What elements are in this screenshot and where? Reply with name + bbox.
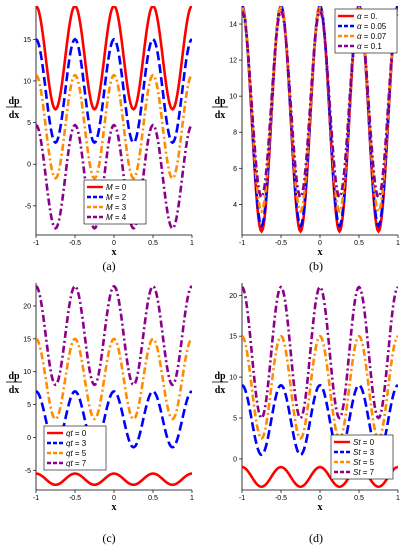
- legend-entry: qt = 3: [66, 439, 87, 448]
- legend-entry: M = 3: [106, 203, 127, 212]
- y-tick-label: 5: [27, 120, 31, 127]
- y-axis-label-denominator: dx: [9, 110, 20, 121]
- panel-label: (c): [102, 531, 115, 545]
- y-tick-label: 15: [23, 37, 31, 44]
- x-tick-label: -0.5: [275, 240, 287, 247]
- series-line: [36, 390, 192, 449]
- x-axis-label: x: [318, 502, 323, 513]
- legend-entry: qt = 5: [66, 449, 87, 458]
- x-tick-label: 0.5: [354, 495, 364, 502]
- legend-entry: qt = 0: [66, 429, 87, 438]
- legend: qt = 0qt = 3qt = 5qt = 7: [43, 425, 107, 471]
- series-line: [242, 6, 398, 214]
- x-axis-label: x: [112, 247, 117, 258]
- x-tick-label: 0: [112, 240, 116, 247]
- x-tick-label: -1: [33, 495, 39, 502]
- series-line: [36, 337, 192, 421]
- x-tick-label: 0.5: [148, 240, 158, 247]
- legend: St = 0St = 3St = 5St = 7: [330, 434, 394, 480]
- y-axis-label-denominator: dx: [9, 385, 20, 396]
- x-tick-label: -1: [239, 240, 245, 247]
- x-tick-label: -0.5: [275, 495, 287, 502]
- y-axis-label-numerator: dp: [8, 371, 20, 382]
- series-line: [36, 73, 192, 180]
- x-tick-label: -1: [33, 240, 39, 247]
- y-tick-label: 5: [233, 416, 237, 423]
- x-tick-label: 1: [396, 240, 400, 247]
- x-tick-label: 0.5: [148, 495, 158, 502]
- panel-label: (b): [309, 259, 323, 273]
- x-tick-label: 1: [190, 495, 194, 502]
- y-axis-label-denominator: dx: [215, 385, 226, 396]
- y-axis-label-numerator: dp: [8, 96, 20, 107]
- x-tick-label: 0: [112, 495, 116, 502]
- legend-entry: St = 7: [353, 468, 375, 477]
- x-axis-label: x: [318, 247, 323, 258]
- legend-entry: M = 4: [106, 213, 127, 222]
- panel-label: (d): [309, 531, 323, 545]
- y-tick-label: 4: [233, 202, 237, 209]
- x-tick-label: -0.5: [69, 240, 81, 247]
- y-tick-label: 0: [27, 435, 31, 442]
- x-tick-label: 1: [190, 240, 194, 247]
- y-tick-label: 10: [229, 375, 237, 382]
- legend-entry: α = 0.05: [357, 22, 387, 31]
- legend: α = 0.α = 0.05α = 0.07α = 0.1: [334, 8, 398, 54]
- series-line: [36, 123, 192, 230]
- y-tick-label: -5: [25, 468, 31, 475]
- series-line: [242, 285, 398, 420]
- y-tick-label: 0: [233, 456, 237, 463]
- legend-entry: St = 3: [353, 448, 375, 457]
- x-axis-label: x: [112, 502, 117, 513]
- y-tick-label: 14: [229, 22, 237, 29]
- y-tick-label: 0: [27, 162, 31, 169]
- y-tick-label: 20: [229, 293, 237, 300]
- series-line: [242, 334, 398, 440]
- legend-entry: α = 0.: [357, 12, 377, 21]
- y-tick-label: 15: [23, 336, 31, 343]
- legend: M = 0M = 2M = 3M = 4: [83, 179, 147, 225]
- y-tick-label: 8: [233, 130, 237, 137]
- legend-entry: α = 0.07: [357, 32, 387, 41]
- legend-entry: St = 0: [353, 438, 375, 447]
- x-tick-label: -0.5: [69, 495, 81, 502]
- y-axis-label-denominator: dx: [215, 110, 226, 121]
- y-tick-label: 10: [23, 369, 31, 376]
- series-line: [36, 6, 192, 111]
- y-tick-label: 6: [233, 166, 237, 173]
- legend-entry: M = 0: [106, 183, 127, 192]
- y-tick-label: 12: [229, 58, 237, 65]
- y-tick-label: 15: [229, 334, 237, 341]
- x-tick-label: 1: [396, 495, 400, 502]
- legend-entry: M = 2: [106, 193, 127, 202]
- y-tick-label: 5: [27, 402, 31, 409]
- series-line: [36, 37, 192, 145]
- y-tick-label: 10: [229, 94, 237, 101]
- x-tick-label: -1: [239, 495, 245, 502]
- y-tick-label: -5: [25, 203, 31, 210]
- series-line: [36, 284, 192, 387]
- y-axis-label-numerator: dp: [214, 371, 226, 382]
- x-tick-label: 0: [318, 240, 322, 247]
- y-axis-label-numerator: dp: [214, 96, 226, 107]
- y-tick-label: 10: [23, 78, 31, 85]
- series-line: [242, 9, 398, 200]
- x-tick-label: 0.5: [354, 240, 364, 247]
- y-tick-label: 20: [23, 304, 31, 311]
- series-line: [36, 472, 192, 487]
- x-tick-label: 0: [318, 495, 322, 502]
- legend-entry: qt = 7: [66, 459, 87, 468]
- legend-entry: α = 0.1: [357, 42, 382, 51]
- series-line: [242, 465, 398, 489]
- panel-label: (a): [102, 259, 115, 273]
- legend-entry: St = 5: [353, 458, 375, 467]
